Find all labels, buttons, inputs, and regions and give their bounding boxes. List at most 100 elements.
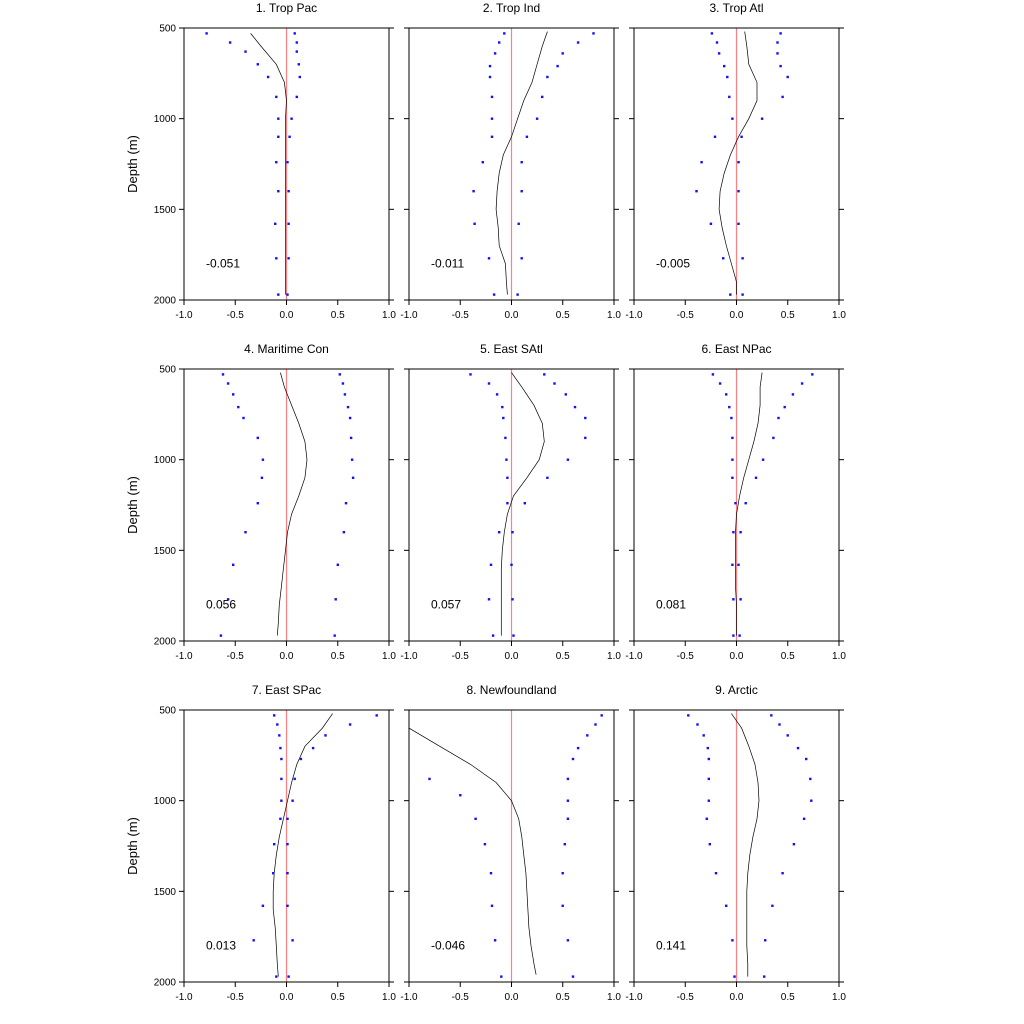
upper-bound-point xyxy=(523,502,526,505)
upper-bound-point xyxy=(800,382,804,385)
upper-bound-point xyxy=(510,563,513,566)
panel-title: 9. Arctic xyxy=(715,683,758,697)
upper-bound-point xyxy=(346,405,350,409)
lower-bound-point xyxy=(713,135,717,138)
upper-bound-point xyxy=(566,817,570,820)
upper-bound-point xyxy=(738,634,741,637)
lower-bound-point xyxy=(275,161,278,164)
panel-title: 5. East SAtl xyxy=(480,342,543,356)
lower-bound-point xyxy=(273,714,276,717)
panel-7: 7. East SPac -1.0 -0.5 0.0 0.5 1.0 500 1000 1500… xyxy=(125,683,396,1003)
upper-bound-point xyxy=(740,135,743,138)
upper-bound-point xyxy=(779,32,782,35)
lower-bound-point xyxy=(489,872,493,875)
mean-profile-line xyxy=(250,33,287,295)
x-tick-label: 0.0 xyxy=(505,310,519,321)
lower-bound-point xyxy=(702,734,705,737)
upper-bound-point xyxy=(792,843,796,846)
upper-bound-point xyxy=(779,64,782,68)
panel-2: 2. Trop Ind -1.0 -0.5 0.0 0.5 1.0 -0.011 xyxy=(400,1,621,321)
lower-bound-point xyxy=(710,32,714,35)
upper-bound-point xyxy=(561,872,564,875)
x-tick-label: -1.0 xyxy=(625,992,643,1003)
upper-bound-point xyxy=(543,373,546,376)
lower-bound-point xyxy=(481,161,484,164)
lower-bound-point xyxy=(715,41,719,44)
upper-bound-point xyxy=(286,872,289,875)
upper-bound-point xyxy=(286,161,289,164)
upper-bound-point xyxy=(781,95,784,99)
value-label: 0.081 xyxy=(656,598,686,612)
upper-bound-point xyxy=(324,734,327,737)
upper-bound-point xyxy=(741,293,744,296)
x-tick-label: 0.0 xyxy=(505,651,519,662)
lower-bound-point xyxy=(276,723,279,726)
value-label: 0.056 xyxy=(206,598,236,612)
upper-bound-point xyxy=(776,41,779,44)
upper-bound-point xyxy=(566,939,570,942)
value-label: -0.051 xyxy=(206,257,240,271)
lower-bound-point xyxy=(488,64,492,68)
upper-bound-point xyxy=(333,634,336,637)
x-tick-label: 1.0 xyxy=(832,651,846,662)
upper-bound-point xyxy=(737,222,740,225)
upper-bound-point xyxy=(525,135,529,138)
x-tick-label: 0.0 xyxy=(730,310,744,321)
lower-bound-point xyxy=(709,222,713,225)
upper-bound-point xyxy=(576,41,580,44)
upper-bound-point xyxy=(781,872,784,875)
lower-bound-point xyxy=(226,598,230,601)
upper-bound-point xyxy=(511,531,514,534)
upper-bound-point xyxy=(375,714,378,717)
x-tick-label: -0.5 xyxy=(452,992,470,1003)
upper-bound-point xyxy=(511,598,514,601)
upper-bound-point xyxy=(600,714,603,717)
lower-bound-point xyxy=(266,75,270,79)
upper-bound-point xyxy=(802,817,806,820)
upper-bound-point xyxy=(290,117,293,120)
lower-bound-point xyxy=(490,135,494,138)
upper-bound-point xyxy=(561,904,564,907)
y-tick-label: 1500 xyxy=(154,887,177,898)
upper-bound-point xyxy=(287,975,290,978)
lower-bound-point xyxy=(696,723,699,726)
x-tick-label: -0.5 xyxy=(677,651,695,662)
upper-bound-point xyxy=(286,817,289,820)
lower-bound-point xyxy=(695,190,698,193)
upper-bound-point xyxy=(341,382,345,385)
x-tick-label: 0.0 xyxy=(505,992,519,1003)
y-tick-label: 1000 xyxy=(154,796,177,807)
y-tick-label: 500 xyxy=(159,706,176,717)
lower-bound-point xyxy=(717,52,721,55)
upper-bound-point xyxy=(297,63,300,66)
lower-bound-point xyxy=(506,476,509,479)
lower-bound-point xyxy=(731,458,734,461)
mean-profile-line xyxy=(409,727,537,975)
lower-bound-point xyxy=(474,817,477,820)
lower-bound-point xyxy=(473,222,476,225)
upper-bound-point xyxy=(777,416,780,420)
lower-bound-point xyxy=(205,32,208,35)
lower-bound-point xyxy=(495,393,499,396)
upper-bound-point xyxy=(771,904,774,907)
lower-bound-point xyxy=(489,563,493,566)
panel-title: 4. Maritime Con xyxy=(244,342,329,356)
lower-bound-point xyxy=(275,257,278,260)
upper-bound-point xyxy=(761,458,765,461)
y-tick-label: 2000 xyxy=(154,296,177,307)
value-label: -0.046 xyxy=(431,939,465,953)
x-tick-label: -0.5 xyxy=(452,310,470,321)
mean-profile-line xyxy=(495,31,548,295)
upper-bound-point xyxy=(348,723,352,726)
y-tick-label: 500 xyxy=(159,24,176,35)
lower-bound-point xyxy=(244,531,247,534)
lower-bound-point xyxy=(277,117,280,120)
panel-4: 4. Maritime Con -1.0 -0.5 0.0 0.5 1.0 500 1000 1… xyxy=(125,342,396,662)
y-axis-label: Depth (m) xyxy=(125,135,140,193)
lower-bound-point xyxy=(277,135,280,138)
panel-8: 8. Newfoundland -1.0 -0.5 0.0 0.5 1.0 -0.046 xyxy=(400,683,621,1003)
lower-bound-point xyxy=(732,634,735,637)
lower-bound-point xyxy=(277,293,280,296)
x-tick-label: 0.5 xyxy=(331,310,345,321)
upper-bound-point xyxy=(563,843,566,846)
